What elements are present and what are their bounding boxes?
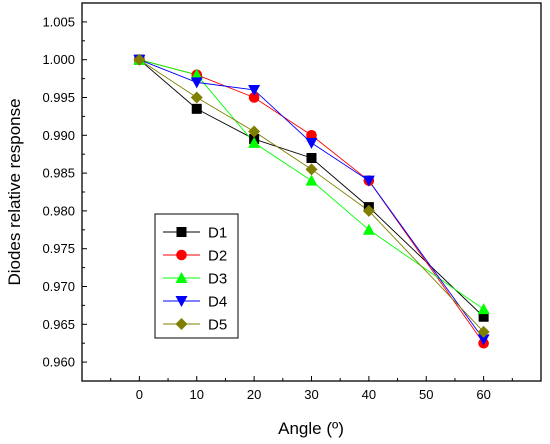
y-tick-label: 0.990 xyxy=(42,128,75,143)
data-point xyxy=(477,303,490,315)
data-point xyxy=(362,223,375,235)
data-point xyxy=(477,334,490,346)
x-axis-title: Angle (º) xyxy=(278,419,344,438)
series-d3 xyxy=(139,59,484,310)
series-line xyxy=(139,59,484,333)
x-tick-label: 10 xyxy=(190,387,204,402)
data-point xyxy=(305,163,318,176)
legend: D1 D2 D3 D4 D5 xyxy=(154,213,239,339)
legend-label: D5 xyxy=(208,317,227,334)
data-point xyxy=(477,325,490,338)
legend-label: D2 xyxy=(208,248,227,265)
legend-label: D4 xyxy=(208,294,227,311)
y-tick-label: 0.970 xyxy=(42,279,75,294)
legend-item: D5 xyxy=(163,317,227,334)
series-layer xyxy=(133,53,490,349)
data-point xyxy=(190,68,203,80)
data-point xyxy=(133,53,146,66)
data-point xyxy=(248,125,261,138)
data-point xyxy=(191,103,202,114)
x-tick-label: 50 xyxy=(419,387,433,402)
legend-marker xyxy=(175,296,188,307)
legend-marker xyxy=(175,272,188,283)
x-axis: 0 10 20 30 40 50 60 xyxy=(110,376,513,402)
legend-item: D2 xyxy=(163,248,227,265)
data-point xyxy=(305,174,318,186)
y-tick-label: 0.995 xyxy=(42,90,75,105)
y-tick-label: 1.005 xyxy=(42,14,75,29)
data-point xyxy=(305,137,318,149)
data-point xyxy=(190,91,203,104)
x-tick-label: 0 xyxy=(136,387,143,402)
data-point xyxy=(478,311,489,322)
data-point xyxy=(248,84,261,96)
series-line xyxy=(139,59,484,310)
x-tick-label: 60 xyxy=(476,387,490,402)
data-point xyxy=(190,77,203,89)
data-point xyxy=(362,175,375,187)
y-tick-label: 0.975 xyxy=(42,241,75,256)
legend-marker xyxy=(175,318,188,330)
y-axis-title: Diodes relative response xyxy=(5,98,24,285)
x-tick-label: 20 xyxy=(247,387,261,402)
y-tick-label: 1.000 xyxy=(42,52,75,67)
data-point xyxy=(362,204,375,217)
legend-item: D1 xyxy=(163,225,227,242)
y-tick-label: 0.960 xyxy=(42,355,75,370)
legend-box xyxy=(154,213,239,339)
series-points-d5 xyxy=(133,53,490,338)
x-tick-label: 40 xyxy=(362,387,376,402)
series-d1 xyxy=(139,59,484,318)
y-axis: 0.960 0.965 0.970 0.975 0.980 0.985 0.990 0.995… xyxy=(42,2,87,370)
y-tick-label: 0.985 xyxy=(42,166,75,181)
legend-marker xyxy=(176,249,187,261)
legend-label: D1 xyxy=(208,225,227,242)
legend-item: D4 xyxy=(163,294,227,311)
data-point xyxy=(248,136,261,148)
data-point xyxy=(248,92,260,103)
legend-item: D3 xyxy=(163,271,227,288)
x-tick-label: 30 xyxy=(304,387,318,402)
y-tick-label: 0.965 xyxy=(42,317,75,332)
series-line xyxy=(139,59,484,340)
y-tick-label: 0.980 xyxy=(42,203,75,218)
legend-marker xyxy=(176,227,187,237)
series-d5 xyxy=(139,59,484,333)
data-point xyxy=(306,152,317,163)
legend-label: D3 xyxy=(208,271,227,288)
series-d4 xyxy=(139,59,484,340)
series-line xyxy=(139,59,484,318)
